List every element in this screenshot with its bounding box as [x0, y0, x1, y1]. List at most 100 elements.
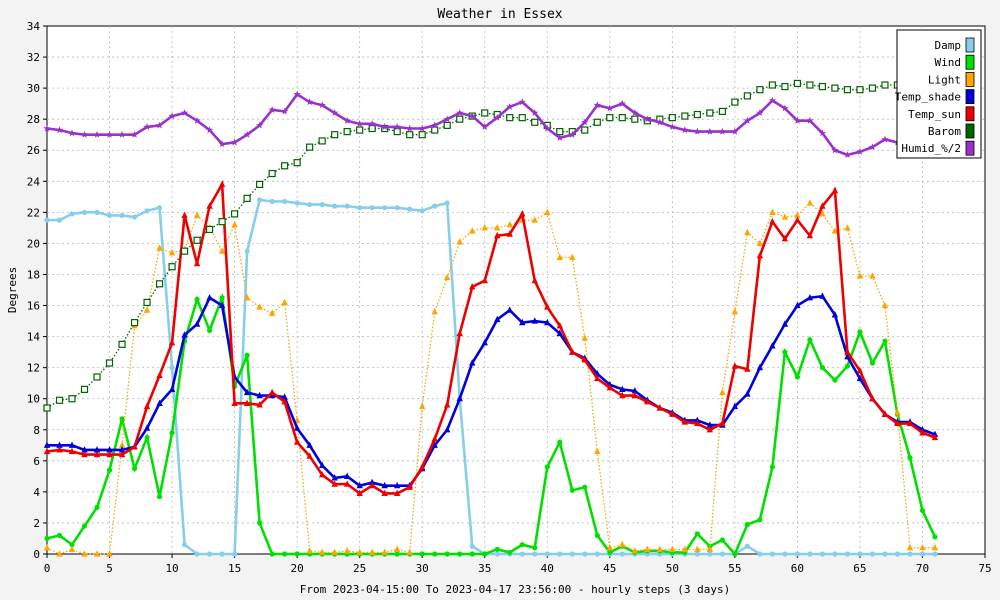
data-point-temp-shade	[444, 425, 451, 433]
data-point-barom	[243, 194, 251, 202]
y-tick-label: 20	[27, 237, 40, 250]
data-point-light	[706, 545, 714, 552]
data-point-temp-sun	[256, 401, 263, 408]
data-point-barom	[731, 98, 739, 106]
data-point-damp	[569, 551, 575, 557]
data-point-temp-shade	[769, 342, 776, 349]
data-point-humid-2	[43, 124, 51, 132]
data-point-damp	[619, 551, 625, 557]
x-tick-label: 10	[165, 562, 178, 575]
y-tick-label: 22	[27, 206, 40, 219]
data-point-temp-shade	[531, 317, 538, 324]
data-point-temp-shade	[206, 293, 213, 301]
data-point-barom	[268, 169, 276, 178]
data-point-humid-2	[406, 124, 414, 132]
data-point-barom	[693, 110, 701, 119]
data-point-temp-shade	[844, 352, 851, 360]
data-point-damp	[557, 551, 563, 557]
series-barom	[43, 76, 939, 412]
data-point-humid-2	[168, 112, 176, 120]
data-point-temp-sun	[669, 410, 676, 417]
data-point-temp-shade	[781, 320, 789, 327]
data-point-light	[68, 545, 76, 552]
data-point-humid-2	[656, 118, 664, 126]
data-point-humid-2	[606, 104, 614, 112]
data-point-temp-sun	[581, 356, 588, 363]
data-point-damp	[357, 205, 363, 211]
data-point-temp-sun	[181, 211, 188, 219]
data-point-temp-shade	[631, 387, 639, 394]
data-point-barom	[856, 86, 864, 94]
y-tick-label: 8	[33, 424, 40, 437]
data-point-light	[281, 298, 288, 306]
data-point-barom	[143, 298, 151, 307]
data-point-barom	[281, 162, 289, 170]
data-point-light	[506, 220, 513, 228]
data-point-wind	[457, 551, 463, 557]
x-tick-label: 60	[791, 562, 804, 575]
data-point-damp	[307, 201, 313, 208]
y-tick-label: 12	[27, 362, 40, 375]
x-tick-label: 25	[353, 562, 366, 575]
data-point-humid-2	[230, 138, 239, 146]
data-point-temp-sun	[731, 362, 739, 369]
data-point-temp-sun	[331, 480, 338, 487]
data-point-barom	[768, 81, 776, 89]
data-point-temp-sun	[456, 329, 463, 337]
data-point-barom	[231, 210, 239, 218]
data-point-barom	[868, 84, 877, 92]
data-point-light	[544, 208, 551, 215]
data-point-barom	[456, 115, 464, 123]
data-point-light	[906, 543, 914, 551]
data-point-light	[681, 545, 689, 552]
data-point-light	[256, 303, 263, 310]
data-point-damp	[582, 551, 588, 557]
data-point-damp	[144, 208, 150, 214]
data-point-wind	[244, 352, 250, 358]
data-point-light	[331, 548, 338, 556]
series-line-light	[46, 202, 935, 555]
data-point-damp	[594, 551, 600, 557]
data-point-temp-sun	[68, 447, 76, 455]
data-point-light	[619, 540, 626, 548]
data-point-barom	[606, 114, 614, 122]
data-point-temp-sun	[556, 321, 563, 329]
data-point-wind	[56, 532, 63, 538]
y-tick-label: 0	[33, 548, 40, 561]
data-point-light	[881, 301, 889, 309]
data-point-damp	[332, 203, 338, 209]
data-point-wind	[757, 517, 763, 523]
legend-label-barom: Barom	[928, 125, 961, 138]
data-point-humid-2	[718, 127, 726, 135]
data-point-temp-shade	[118, 446, 126, 453]
data-point-humid-2	[781, 104, 789, 112]
data-point-wind	[282, 551, 288, 557]
data-point-damp	[131, 214, 138, 220]
data-point-temp-sun	[606, 384, 613, 391]
data-point-barom	[706, 109, 714, 117]
data-point-humid-2	[756, 109, 764, 117]
data-point-light	[894, 408, 901, 416]
data-point-humid-2	[831, 146, 839, 154]
data-point-light	[243, 293, 251, 301]
data-point-wind	[257, 520, 263, 526]
data-point-wind	[494, 546, 500, 552]
data-point-light	[631, 547, 639, 554]
legend-swatch-humid-2	[965, 140, 975, 156]
data-point-humid-2	[93, 130, 101, 138]
data-point-damp	[782, 551, 788, 557]
data-point-light	[694, 545, 701, 552]
data-point-temp-sun	[481, 276, 488, 284]
data-point-light	[318, 548, 326, 556]
data-point-barom	[356, 126, 364, 134]
y-tick-label: 14	[27, 331, 41, 344]
data-point-barom	[218, 218, 226, 226]
data-point-wind	[744, 521, 750, 528]
data-point-barom	[518, 114, 526, 122]
data-point-temp-shade	[318, 461, 326, 469]
data-point-temp-shade	[431, 441, 438, 448]
data-point-barom	[781, 82, 789, 91]
data-point-temp-sun	[356, 489, 363, 497]
data-point-humid-2	[481, 123, 489, 131]
data-point-temp-shade	[256, 391, 263, 399]
